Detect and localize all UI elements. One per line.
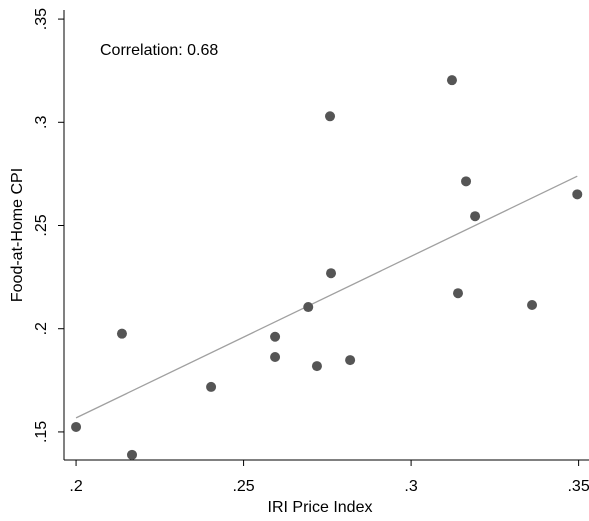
- y-axis-title: Food-at-Home CPI: [9, 168, 26, 302]
- y-tick-label: .2: [33, 322, 50, 335]
- x-tick-label: .3: [404, 478, 417, 495]
- point: [453, 288, 464, 299]
- point: [270, 351, 281, 362]
- point: [127, 449, 138, 460]
- y-tick-label: .35: [33, 8, 50, 30]
- point: [527, 299, 538, 310]
- y-tick-label: .15: [33, 421, 50, 443]
- point: [446, 75, 457, 86]
- y-tick-label: .25: [33, 214, 50, 236]
- fit-line: [75, 175, 578, 419]
- x-tick-label: .2: [69, 478, 82, 495]
- point: [311, 361, 322, 372]
- x-tick-label: .25: [232, 478, 254, 495]
- annotation: Correlation: 0.68: [100, 42, 218, 59]
- point: [206, 381, 217, 392]
- y-tick-label: .3: [33, 116, 50, 129]
- point: [71, 421, 82, 432]
- point: [470, 211, 481, 222]
- point: [325, 111, 336, 122]
- point: [303, 302, 314, 313]
- point: [326, 268, 337, 279]
- point: [345, 355, 356, 366]
- x-axis-title: IRI Price Index: [268, 499, 373, 516]
- point: [116, 328, 127, 339]
- x-tick-label: .35: [567, 478, 589, 495]
- point: [572, 189, 583, 200]
- point: [270, 331, 281, 342]
- point: [461, 176, 472, 187]
